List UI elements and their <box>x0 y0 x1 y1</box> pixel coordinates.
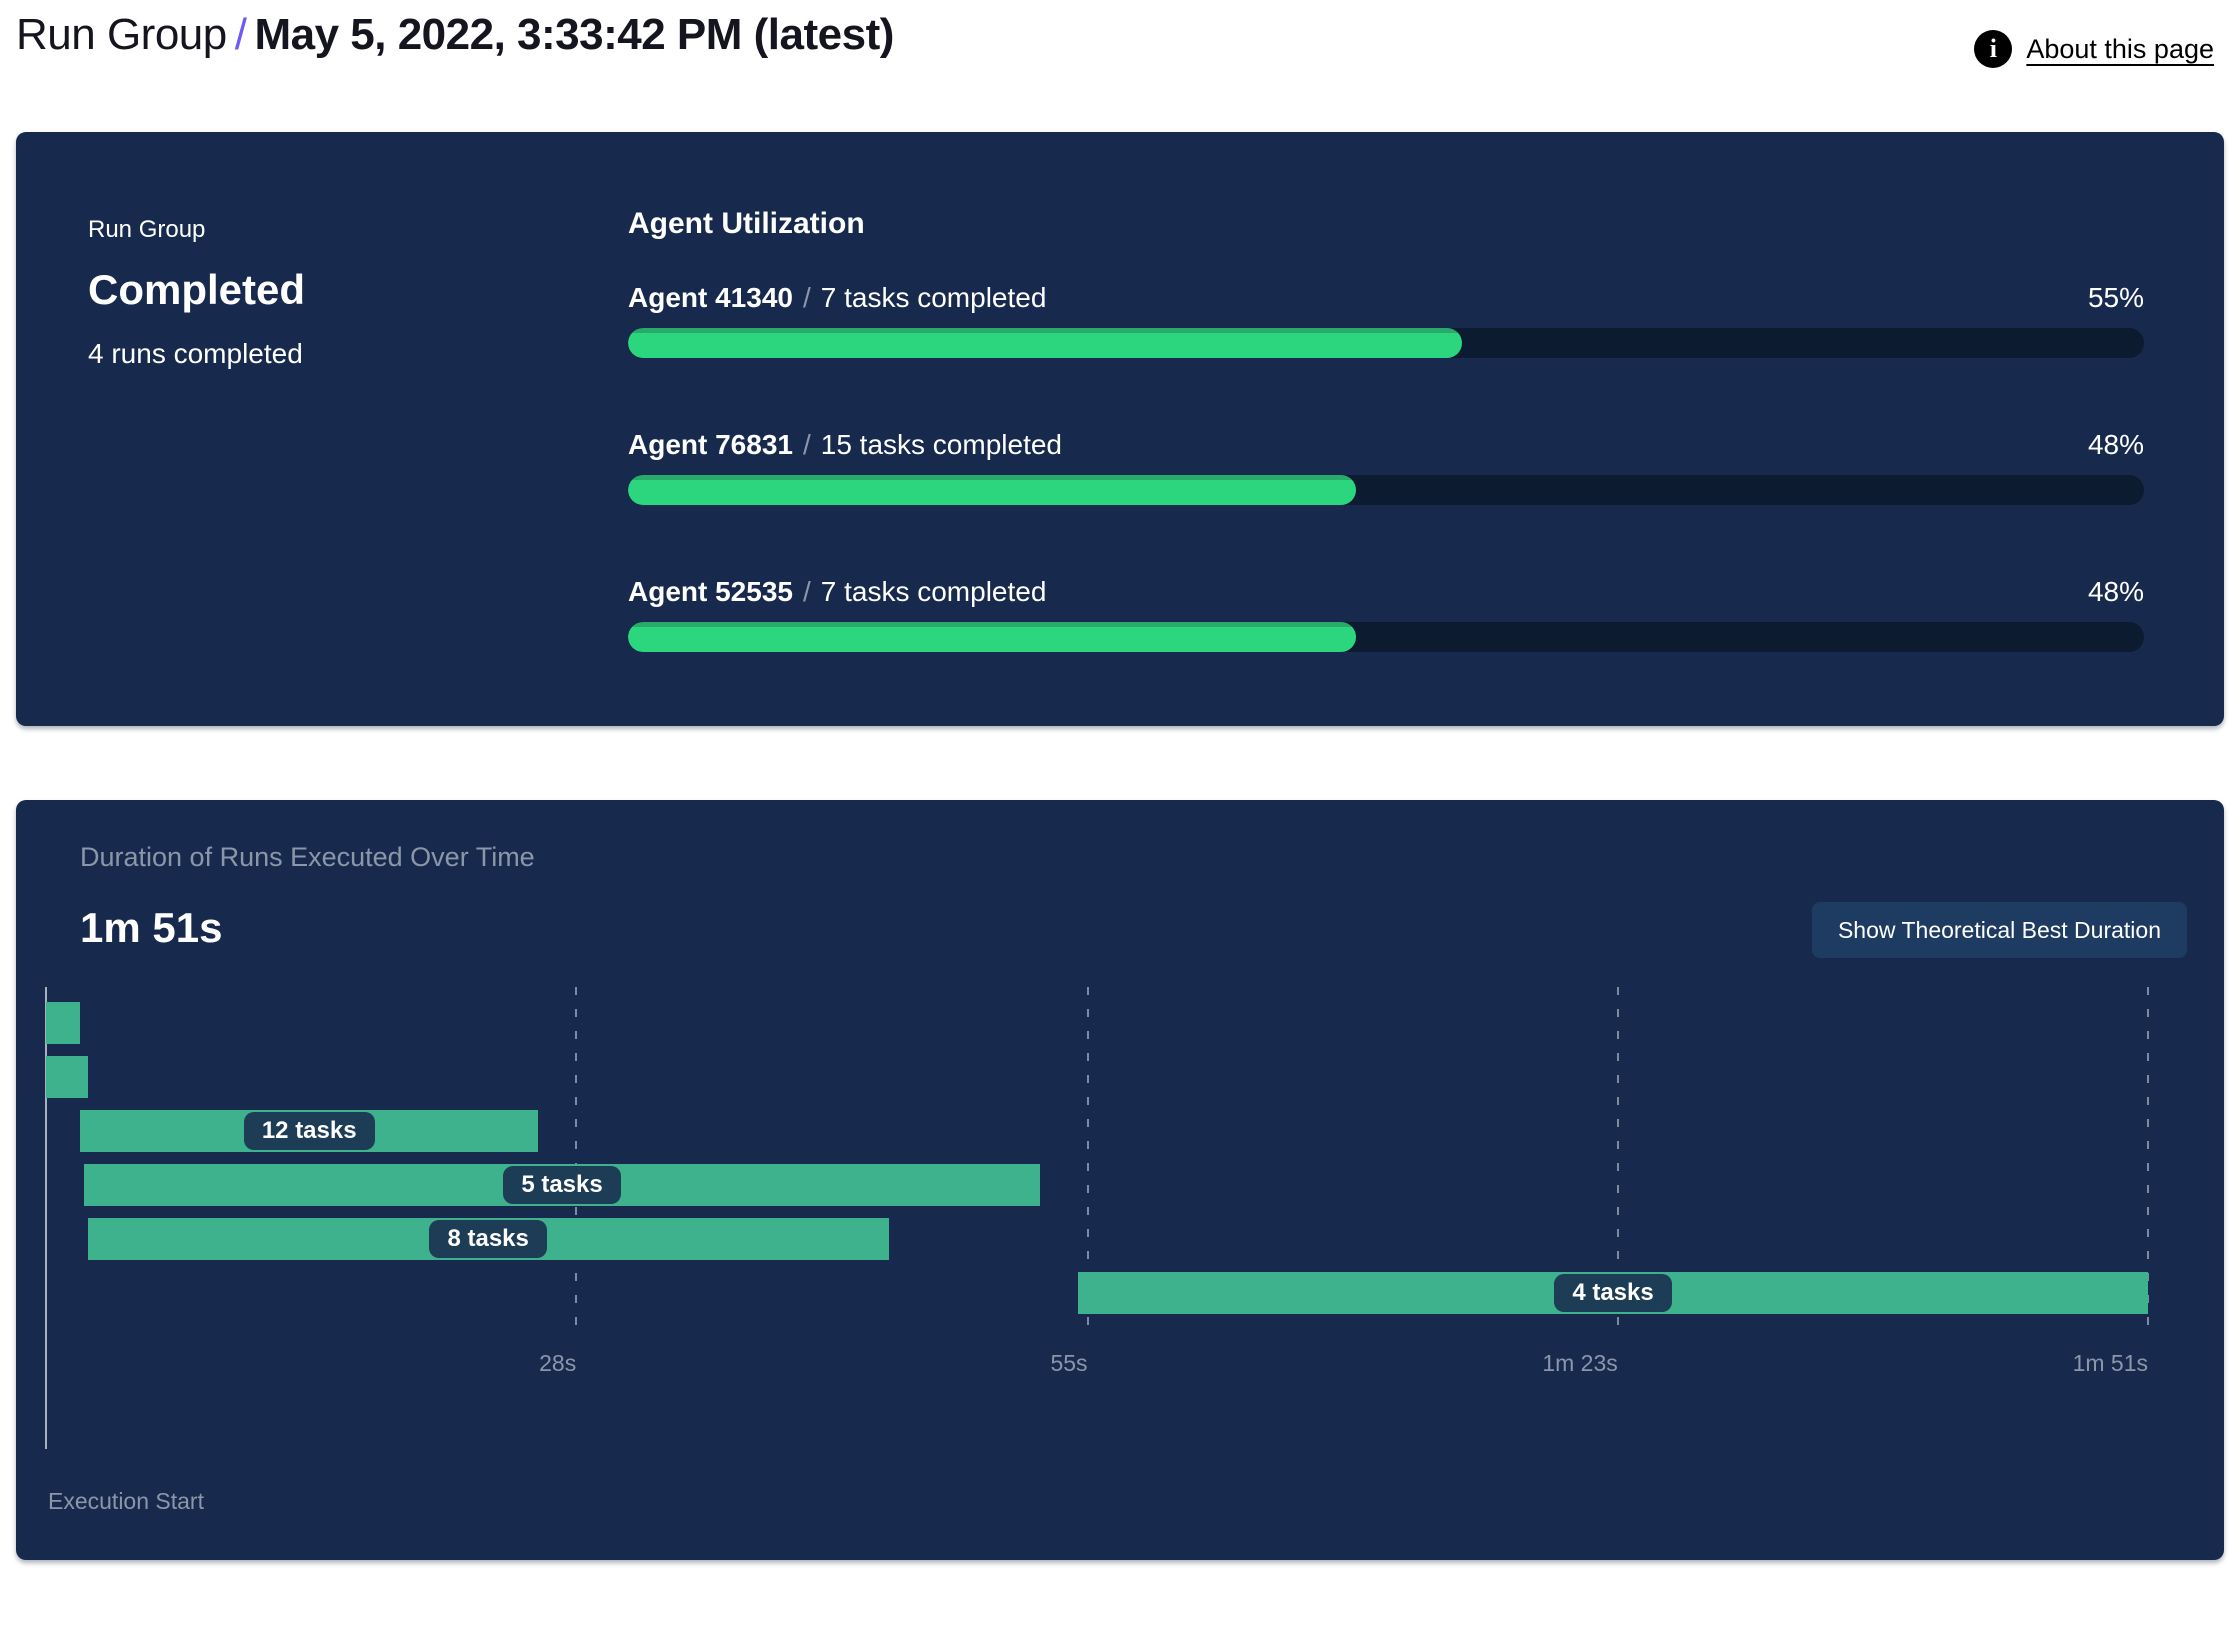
task-count-pill: 4 tasks <box>1554 1274 1672 1312</box>
agent-separator: / <box>802 576 811 607</box>
agent-utilization-row: Agent 41340 / 7 tasks completed 55% <box>628 281 2144 358</box>
run-duration-bar[interactable]: 8 tasks <box>87 1218 889 1260</box>
agent-utilization-row: Agent 76831 / 15 tasks completed 48% <box>628 428 2144 505</box>
agent-utilization-heading: Agent Utilization <box>628 207 865 240</box>
info-icon[interactable]: i <box>1974 30 2013 68</box>
run-group-summary-panel: Run Group Completed 4 runs completed Age… <box>16 132 2224 726</box>
gantt-area: Execution Start 28s 55s 1m 23s 1m 51s 12 tas… <box>45 987 2149 1547</box>
page-title: Run Group / May 5, 2022, 3:33:42 PM (lates… <box>16 10 894 60</box>
about-this-page-link[interactable]: About this page <box>2026 33 2214 64</box>
gridline <box>1616 987 1619 1335</box>
utilization-bar-track <box>628 475 2144 505</box>
utilization-bar-fill <box>628 475 1356 505</box>
run-duration-bar[interactable] <box>46 1002 81 1044</box>
x-tick-label: 1m 51s <box>2072 1350 2148 1376</box>
execution-start-label: Execution Start <box>48 1488 204 1514</box>
run-group-status-section: Run Group Completed 4 runs completed <box>16 132 628 726</box>
gridline <box>575 987 578 1335</box>
run-duration-bar[interactable]: 5 tasks <box>83 1164 1041 1206</box>
show-theoretical-best-duration-button[interactable]: Show Theoretical Best Duration <box>1811 902 2187 958</box>
gridline <box>1086 987 1089 1335</box>
task-count-pill: 8 tasks <box>429 1220 547 1258</box>
execution-start-axis-line <box>45 987 47 1449</box>
x-tick-label: 28s <box>539 1350 577 1376</box>
run-duration-bar[interactable]: 4 tasks <box>1078 1272 2148 1314</box>
agent-utilization-row: Agent 52535 / 7 tasks completed 48% <box>628 575 2144 652</box>
agent-utilization-section: Agent Utilization Agent 41340 / 7 tasks … <box>628 132 2224 726</box>
agent-name: Agent 41340 <box>628 282 793 313</box>
total-duration-value: 1m 51s <box>80 904 223 951</box>
agent-name: Agent 52535 <box>628 576 793 607</box>
agent-separator: / <box>802 429 811 460</box>
agent-name: Agent 76831 <box>628 429 793 460</box>
agent-utilization-percent: 48% <box>2087 429 2144 460</box>
agent-utilization-percent: 48% <box>2087 576 2144 607</box>
run-group-date-title: May 5, 2022, 3:33:42 PM (latest) <box>254 10 894 59</box>
page-header: Run Group / May 5, 2022, 3:33:42 PM (lates… <box>0 0 2240 68</box>
run-duration-bar[interactable]: 12 tasks <box>80 1110 539 1152</box>
agent-tasks-completed: 7 tasks completed <box>820 576 1047 607</box>
run-duration-bar[interactable] <box>46 1056 88 1098</box>
x-tick-label: 55s <box>1050 1350 1088 1376</box>
about-this-page: i About this page <box>1974 30 2214 68</box>
utilization-bar-track <box>628 328 2144 358</box>
duration-chart-panel: Duration of Runs Executed Over Time 1m 5… <box>16 800 2224 1560</box>
agent-separator: / <box>802 282 811 313</box>
utilization-bar-track <box>628 622 2144 652</box>
utilization-bar-fill <box>628 328 1462 358</box>
duration-chart-title: Duration of Runs Executed Over Time <box>80 842 535 872</box>
task-count-pill: 12 tasks <box>243 1112 375 1150</box>
utilization-bar-fill <box>628 622 1356 652</box>
breadcrumb-separator: / <box>234 10 247 59</box>
breadcrumb: Run Group <box>16 10 227 59</box>
agent-tasks-completed: 15 tasks completed <box>820 429 1062 460</box>
run-group-label: Run Group <box>88 216 206 243</box>
x-tick-label: 1m 23s <box>1542 1350 1618 1376</box>
run-group-status: Completed <box>88 266 306 313</box>
agent-tasks-completed: 7 tasks completed <box>820 282 1047 313</box>
gridline <box>2147 987 2149 1335</box>
task-count-pill: 5 tasks <box>503 1166 621 1204</box>
agent-utilization-percent: 55% <box>2087 282 2144 313</box>
runs-completed-count: 4 runs completed <box>88 338 303 369</box>
